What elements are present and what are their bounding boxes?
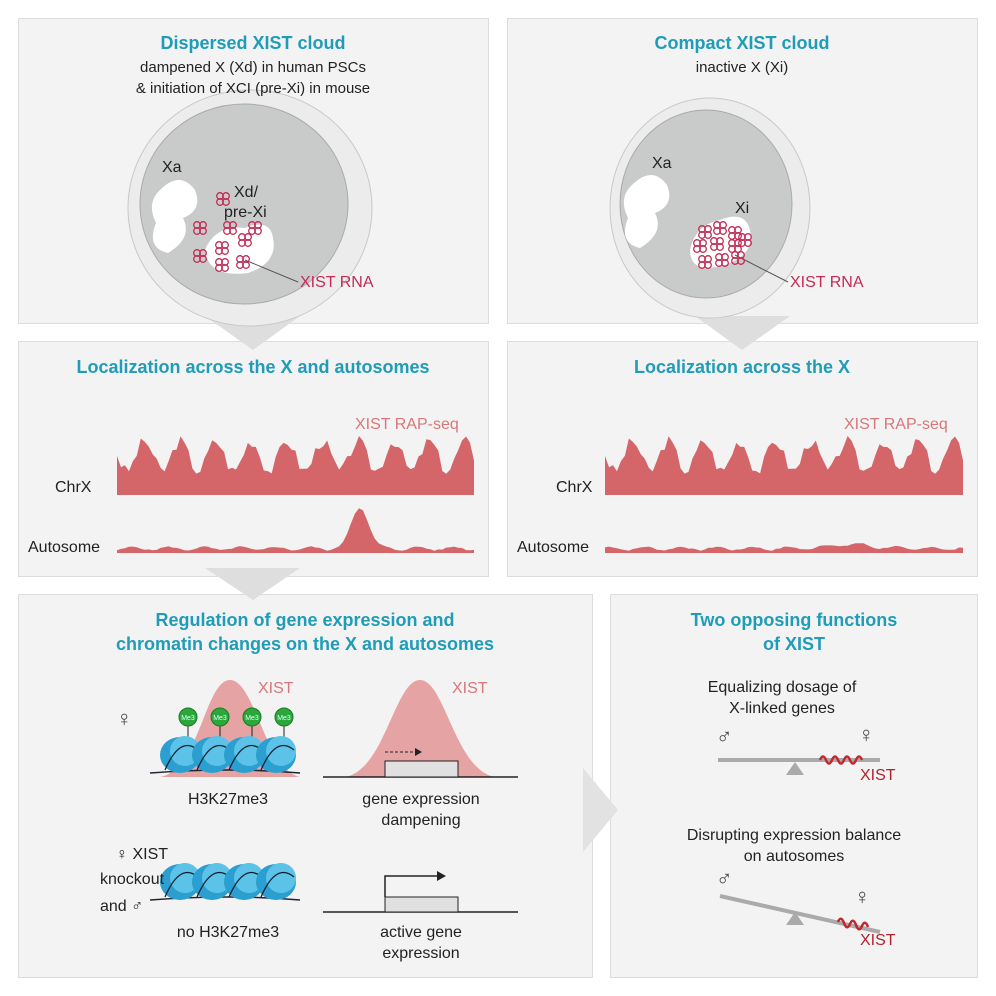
- female-symbol-icon: ♀: [854, 884, 871, 909]
- xd-label: Xd/: [234, 184, 259, 201]
- xist-rna-icon: [713, 221, 727, 235]
- arrow-down-icon: [205, 568, 300, 600]
- cell-compact: [609, 97, 811, 319]
- svg-text:Me3: Me3: [245, 715, 259, 722]
- arrow-right-icon: [583, 768, 618, 852]
- panel-regulation: [18, 594, 593, 978]
- chrx-label: ChrX: [556, 479, 593, 496]
- rap-seq-label: XIST RAP-seq: [844, 416, 948, 433]
- loc-autosomes-title: Localization across the X and autosomes: [76, 357, 430, 377]
- xist-rna-icon: [693, 239, 707, 253]
- xist-rna-label: XIST RNA: [300, 274, 374, 291]
- xist-rna-clusters: [193, 192, 262, 272]
- xist-wave-icon: [836, 917, 870, 931]
- pre-xi-label: pre-Xi: [224, 204, 267, 221]
- arrow-down-icon: [695, 316, 790, 350]
- regulation-title-1: Regulation of gene expression and: [155, 610, 455, 630]
- xist-rna-icon: [698, 225, 712, 239]
- equalizing-label-2: X-linked genes: [729, 700, 835, 717]
- knockout-label-3: and ♂: [100, 898, 144, 915]
- loc-x-title: Localization across the X: [633, 357, 851, 377]
- autosome-rap-seq-track: [605, 543, 963, 553]
- xist-rna-icon: [738, 233, 752, 247]
- svg-text:Me3: Me3: [181, 715, 195, 722]
- fulcrum-icon: [786, 912, 804, 925]
- xa-label: Xa: [162, 159, 182, 176]
- xist-rna-clusters: [693, 221, 752, 269]
- female-symbol-icon: ♀: [116, 706, 133, 731]
- dampening-label-1: gene expression: [362, 791, 480, 808]
- cell-dispersed: [127, 89, 373, 327]
- xist-wave-icon: [818, 755, 864, 765]
- dispersed-title: Dispersed XIST cloud: [160, 33, 346, 53]
- gene-box: [384, 760, 459, 778]
- xist-rna-icon: [216, 192, 230, 206]
- chrx-label: ChrX: [55, 479, 92, 496]
- xist-label: XIST: [860, 767, 896, 784]
- active-label-1: active gene: [380, 924, 462, 941]
- xist-label: XIST: [860, 932, 896, 949]
- autosome-rap-seq-track: [117, 508, 474, 553]
- disrupting-label-2: on autosomes: [743, 848, 845, 865]
- xist-rna-icon: [728, 239, 742, 253]
- rap-seq-label: XIST RAP-seq: [355, 416, 459, 433]
- xist-rna-icon: [193, 249, 207, 263]
- autosome-label: Autosome: [28, 539, 101, 556]
- knockout-label-2: knockout: [100, 871, 165, 888]
- svg-text:Me3: Me3: [213, 715, 227, 722]
- tilted-seesaw: [719, 894, 881, 934]
- nucleosome-array: [149, 863, 301, 901]
- equalizing-label-1: Equalizing dosage of: [707, 679, 857, 696]
- dispersed-subtitle-1: dampened X (Xd) in human PSCs: [140, 59, 366, 76]
- xist-bell-curve: [345, 680, 495, 777]
- svg-text:Me3: Me3: [277, 715, 291, 722]
- autosome-label: Autosome: [517, 539, 590, 556]
- xist-label: XIST: [258, 680, 294, 697]
- xist-rna-icon: [731, 251, 745, 265]
- arrow-icon: [415, 748, 422, 756]
- xist-rna-icon: [223, 221, 237, 235]
- xist-rna-icon: [215, 258, 229, 272]
- xist-rna-label: XIST RNA: [790, 274, 864, 291]
- female-symbol-icon: ♀: [858, 722, 875, 747]
- chrx-rap-seq-track: [117, 436, 474, 495]
- compact-title: Compact XIST cloud: [654, 33, 830, 53]
- xist-rna-icon: [710, 237, 724, 251]
- no-h3k27me3-label: no H3K27me3: [176, 924, 280, 941]
- xist-rna-icon: [238, 233, 252, 247]
- active-label-2: expression: [382, 945, 460, 962]
- xist-rna-icon: [698, 255, 712, 269]
- dampening-label-2: dampening: [381, 812, 461, 829]
- nucleosome-array-methylated: Me3 Me3 Me3 Me3: [149, 707, 301, 774]
- gene-box: [384, 896, 459, 913]
- arrow-icon: [437, 871, 446, 881]
- fulcrum-icon: [786, 762, 804, 775]
- disrupting-label-1: Disrupting expression balance: [686, 827, 902, 844]
- male-symbol-icon: ♂: [716, 724, 733, 749]
- xist-rna-icon: [236, 255, 250, 269]
- functions-title-1: Two opposing functions: [690, 610, 898, 630]
- xist-rna-icon: [215, 241, 229, 255]
- xi-label: Xi: [735, 200, 750, 217]
- xist-rna-icon: [715, 253, 729, 267]
- functions-title-2: of XIST: [763, 634, 825, 654]
- compact-subtitle: inactive X (Xi): [695, 59, 789, 76]
- regulation-title-2: chromatin changes on the X and autosomes: [115, 634, 495, 654]
- male-symbol-icon: ♂: [716, 866, 733, 891]
- xist-rna-icon: [193, 221, 207, 235]
- h3k27me3-label: H3K27me3: [187, 791, 269, 808]
- xa-label: Xa: [652, 155, 672, 172]
- dispersed-subtitle-2: & initiation of XCI (pre-Xi) in mouse: [135, 80, 371, 97]
- chrx-rap-seq-track: [605, 436, 963, 495]
- xist-label: XIST: [452, 680, 488, 697]
- knockout-label-1: ♀ XIST: [116, 846, 169, 863]
- xist-rna-icon: [248, 221, 262, 235]
